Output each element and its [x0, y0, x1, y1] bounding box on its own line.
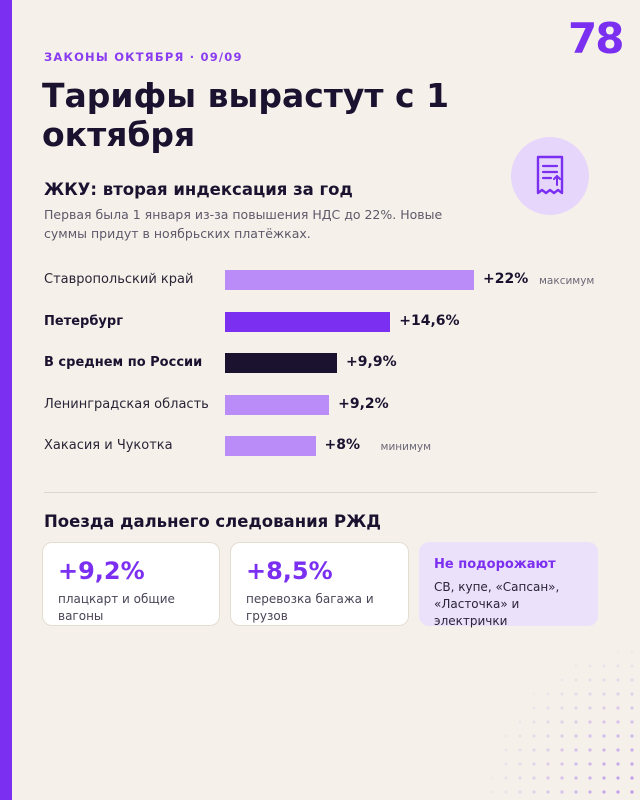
- bar: [225, 270, 474, 290]
- bar-row: Ленинградская область +9,2%: [44, 394, 624, 417]
- card-platzkart: +9,2% плацкарт и общие вагоны: [42, 542, 220, 626]
- bar-row: Хакасия и Чукотка +8% минимум: [44, 436, 624, 458]
- bar-label: Ставропольский край: [44, 272, 194, 287]
- bar-value-label: +9,9%: [346, 354, 397, 370]
- bar-note: минимум: [380, 441, 432, 453]
- card-value: +8,5%: [246, 557, 333, 585]
- bar-row: Петербург +14,6%: [44, 311, 624, 334]
- card-text: перевозка багажа и грузов: [246, 592, 374, 623]
- bar-label: Ленинградская область: [44, 396, 209, 412]
- receipt-icon: [511, 137, 589, 215]
- card-baggage: +8,5% перевозка багажа и грузов: [230, 542, 409, 626]
- bar-label: В среднем по России: [44, 355, 203, 370]
- bar: [225, 394, 330, 415]
- no-change-title: Не подорожают: [434, 557, 556, 572]
- divider: [44, 492, 597, 493]
- bar: [225, 436, 316, 456]
- kicker: ЗАКОНЫ ОКТЯБРЯ · 09/09: [44, 50, 243, 64]
- bar-value-label: +22%: [483, 271, 529, 287]
- bar-note: максимум: [539, 275, 595, 287]
- bar-row: В среднем по России +9,9%: [44, 353, 624, 375]
- card-no-change: Не подорожают СВ, купе, «Сапсан», «Ласто…: [419, 542, 598, 628]
- page-title: Тарифы вырастут с 1 октября: [42, 76, 450, 154]
- bar-label: Хакасия и Чукотка: [44, 438, 173, 453]
- bar-row: Ставропольский край +22% максимум: [44, 270, 624, 292]
- card-value: +9,2%: [58, 557, 145, 585]
- no-change-text: СВ, купе, «Сапсан», «Ласточка» и электри…: [434, 580, 560, 628]
- bar-value-label: +9,2%: [338, 395, 389, 412]
- trains-title: Поезда дальнего следования РЖД: [44, 512, 381, 531]
- bar-label: Петербург: [44, 313, 124, 329]
- chart-subtitle: Первая была 1 января из-за повышения НДС…: [44, 207, 443, 241]
- card-text: плацкарт и общие вагоны: [58, 592, 175, 623]
- bar: [225, 353, 338, 373]
- bar-value-label: +14,6%: [399, 312, 460, 329]
- bar-value-label: +8%: [324, 437, 361, 453]
- bar: [225, 311, 391, 332]
- chart-title: ЖКУ: вторая индексация за год: [44, 180, 353, 199]
- logo: 78: [568, 14, 624, 63]
- decorative-dots: [490, 650, 634, 794]
- left-accent-stripe: [0, 0, 12, 800]
